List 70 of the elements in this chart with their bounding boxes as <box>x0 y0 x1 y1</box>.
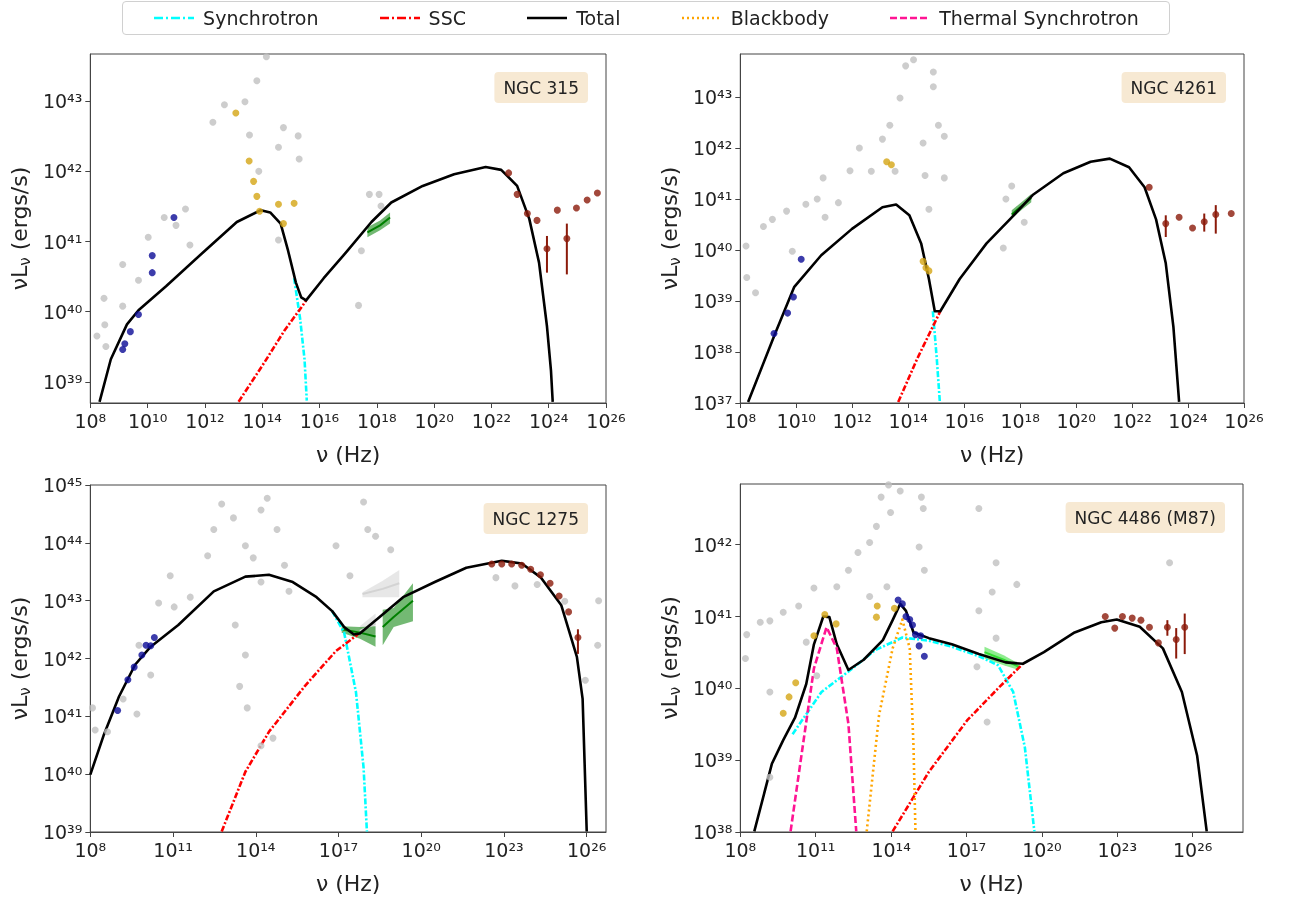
y-tick-label: 10⁴⁰ <box>692 239 733 262</box>
x-tick-label: 10²³ <box>484 838 524 861</box>
legend-label: Total <box>576 7 621 29</box>
x-tick-label: 10¹⁴ <box>236 838 276 861</box>
annotation: NGC 1275 <box>492 508 580 529</box>
x-tick-label: 10¹¹ <box>153 838 193 861</box>
y-tick-label: 10⁴⁰ <box>692 677 733 700</box>
y-tick-label: 10⁴⁴ <box>42 531 83 554</box>
y-tick-label: 10³⁹ <box>692 749 733 772</box>
y-tick-label: 10⁴² <box>692 137 733 160</box>
y-tick-label: 10³⁹ <box>692 290 733 313</box>
x-tick-label: 10²⁶ <box>1224 409 1264 432</box>
x-tick-label: 10¹² <box>832 409 872 432</box>
x-axis-title: ν (Hz) <box>959 441 1025 467</box>
x-tick-label: 10¹⁷ <box>318 838 359 861</box>
x-tick-label: 10²² <box>1112 409 1152 432</box>
x-axis-title: ν (Hz) <box>315 441 381 467</box>
x-tick-label: 10¹⁸ <box>357 409 397 432</box>
y-tick-label: 10⁴⁰ <box>42 300 83 323</box>
x-tick-label: 10²⁰ <box>414 409 454 432</box>
x-tick-label: 10²⁶ <box>567 838 607 861</box>
x-tick-label: 10²⁰ <box>1056 409 1096 432</box>
annotation: NGC 4261 <box>1130 77 1218 98</box>
x-tick-label: 10²⁰ <box>401 838 441 861</box>
y-tick-label: 10⁴¹ <box>42 705 83 728</box>
x-tick-label: 10¹⁸ <box>1000 409 1040 432</box>
x-tick-label: 10²⁶ <box>586 409 626 432</box>
x-tick-label: 10¹⁰ <box>127 409 168 432</box>
annotation: NGC 315 <box>503 77 580 98</box>
x-tick-label: 10¹⁶ <box>944 409 984 432</box>
y-tick-label: 10⁴² <box>692 533 733 556</box>
x-tick-label: 10¹¹ <box>796 838 836 861</box>
y-axis-title: νLν (ergs/s) <box>6 596 34 721</box>
y-tick-label: 10⁴⁰ <box>42 763 83 786</box>
x-tick-label: 10¹⁶ <box>299 409 340 432</box>
legend-label: Synchrotron <box>203 7 319 29</box>
y-tick-label: 10⁴² <box>42 647 83 670</box>
x-axis-title: ν (Hz) <box>959 870 1024 896</box>
legend-label: Thermal Synchrotron <box>939 7 1139 29</box>
x-tick-label: 10¹⁴ <box>871 838 912 861</box>
legend-label: Blackbody <box>730 7 830 29</box>
x-tick-label: 10¹⁴ <box>242 409 283 432</box>
y-tick-label: 10⁴² <box>42 160 83 183</box>
x-tick-label: 10¹⁷ <box>946 838 987 861</box>
y-tick-label: 10⁴³ <box>42 90 83 113</box>
y-tick-label: 10⁴³ <box>692 86 733 109</box>
x-tick-label: 10²³ <box>1097 838 1138 861</box>
y-axis-title: νLν (ergs/s) <box>656 166 684 291</box>
y-tick-label: 10⁴³ <box>42 589 83 612</box>
x-tick-label: 10¹² <box>185 409 225 432</box>
x-tick-label: 10⁸ <box>74 409 107 432</box>
y-tick-label: 10³⁹ <box>42 370 83 393</box>
annotation: NGC 4486 (M87) <box>1074 507 1217 528</box>
x-tick-label: 10¹⁰ <box>776 409 816 432</box>
x-axis-title: ν (Hz) <box>315 870 381 896</box>
y-tick-label: 10⁴¹ <box>692 605 733 628</box>
legend-label: SSC <box>428 7 466 29</box>
x-tick-label: 10²⁶ <box>1173 838 1213 861</box>
y-axis-title: νLν (ergs/s) <box>6 166 34 291</box>
y-tick-label: 10⁴⁵ <box>42 474 83 496</box>
x-tick-label: 10²² <box>471 409 512 432</box>
x-tick-label: 10²⁰ <box>1022 838 1062 861</box>
x-tick-label: 10¹⁴ <box>888 409 929 432</box>
x-tick-label: 10²⁴ <box>528 409 569 432</box>
y-tick-label: 10³⁸ <box>692 341 733 364</box>
line-series <box>292 276 309 402</box>
y-axis-title: νLν (ergs/s) <box>656 596 684 720</box>
y-tick-label: 10⁴¹ <box>692 188 733 211</box>
x-tick-label: 10²⁴ <box>1168 409 1209 432</box>
y-tick-label: 10⁴¹ <box>42 230 83 253</box>
